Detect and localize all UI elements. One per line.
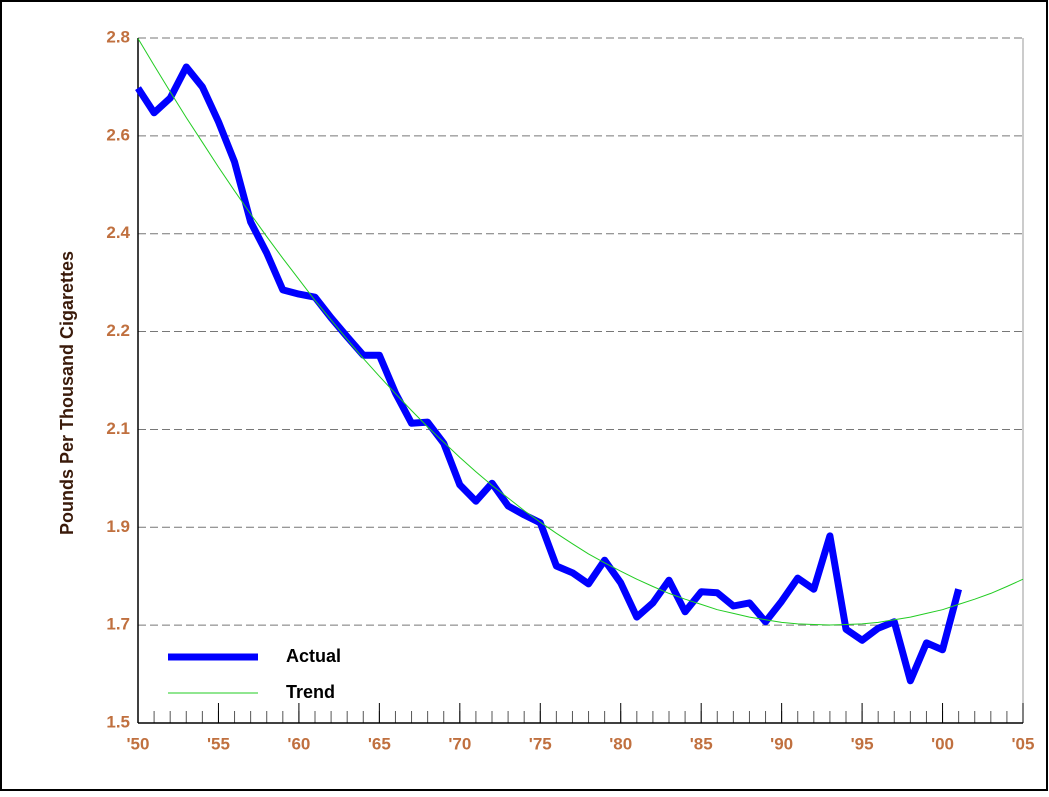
y-tick-label: 1.7 <box>106 615 130 634</box>
series-line <box>135 63 962 685</box>
x-tick-label: '70 <box>448 734 471 753</box>
x-tick-label: '65 <box>368 734 391 753</box>
x-tick-label: '00 <box>931 734 954 753</box>
legend-label: Trend <box>286 682 335 702</box>
x-tick-label: '75 <box>529 734 552 753</box>
series-line <box>137 38 1024 626</box>
x-tick-label: '50 <box>127 734 150 753</box>
x-tick-label: '60 <box>287 734 310 753</box>
y-axis-label: Pounds Per Thousand Cigarettes <box>57 251 77 535</box>
y-tick-label: 2.1 <box>106 419 130 438</box>
y-tick-label: 2.8 <box>106 27 130 46</box>
x-tick-label: '55 <box>207 734 230 753</box>
y-tick-label: 2.6 <box>106 125 130 144</box>
y-tick-label: 2.4 <box>106 223 130 242</box>
x-tick-label: '95 <box>851 734 874 753</box>
x-tick-label: '05 <box>1012 734 1035 753</box>
y-tick-label: 1.9 <box>106 517 130 536</box>
y-tick-label: 2.2 <box>106 321 130 340</box>
x-tick-label: '80 <box>609 734 632 753</box>
x-tick-label: '90 <box>770 734 793 753</box>
x-tick-label: '85 <box>690 734 713 753</box>
y-tick-label: 1.5 <box>106 712 130 731</box>
legend-label: Actual <box>286 646 341 666</box>
